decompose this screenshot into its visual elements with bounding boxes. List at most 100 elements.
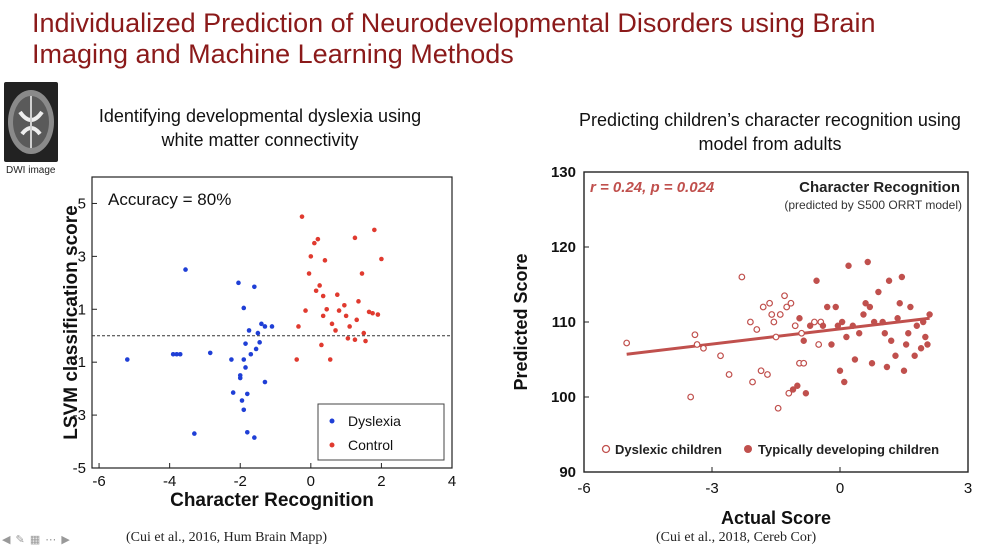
data-point-dyslexia <box>239 398 245 403</box>
x-tick-label: 0 <box>307 473 315 490</box>
data-point-typical <box>911 352 918 359</box>
data-point-dyslexia <box>174 351 180 357</box>
data-point-dyslexia <box>252 284 257 290</box>
x-tick-label: 2 <box>377 473 385 490</box>
data-point-control <box>359 271 365 276</box>
data-point-control <box>363 338 368 344</box>
data-point-control <box>333 328 338 333</box>
data-point-dyslexic <box>717 352 724 360</box>
data-point-dyslexic <box>787 299 795 307</box>
data-point-typical <box>888 337 895 344</box>
data-point-control <box>347 324 352 329</box>
y-tick-label: 1 <box>78 301 86 318</box>
y-tick-label: 110 <box>552 314 576 331</box>
data-point-dyslexic <box>811 318 818 326</box>
data-point-control <box>345 336 351 341</box>
x-axis-label: Character Recognition <box>170 490 374 511</box>
data-point-dyslexia <box>246 328 252 333</box>
legend-label-dyslexic: Dyslexic children <box>615 442 722 457</box>
data-point-control <box>352 235 358 241</box>
data-point-dyslexia <box>241 357 247 362</box>
data-point-typical <box>802 390 810 397</box>
data-point-typical <box>920 318 927 326</box>
y-tick-label: 120 <box>551 239 576 256</box>
data-point-control <box>336 308 342 313</box>
plot-frame <box>91 176 453 469</box>
data-point-typical <box>875 288 882 296</box>
y-axis-label: Predicted Score <box>511 253 531 390</box>
legend-marker <box>329 442 335 448</box>
slide-navigation: ◀ ✎ ▦ ⋯ ▶ <box>2 533 71 546</box>
data-point-dyslexia <box>244 391 250 397</box>
x-tick-label: 3 <box>964 480 972 497</box>
data-point-dyslexic <box>776 311 784 318</box>
data-point-dyslexia <box>262 324 268 329</box>
brain-icon <box>8 90 54 154</box>
data-point-typical <box>924 341 931 348</box>
arrow-left-icon[interactable]: ◀ <box>2 534 12 546</box>
y-tick-label: -3 <box>73 407 86 424</box>
data-point-control <box>375 312 381 317</box>
y-tick-label: -5 <box>73 460 86 477</box>
grid-icon[interactable]: ▦ <box>29 534 42 546</box>
data-point-typical <box>896 300 903 307</box>
stats-label: r = 0.24, p = 0.024 <box>590 179 715 196</box>
data-point-dyslexia <box>170 351 176 357</box>
data-point-dyslexic <box>798 329 805 337</box>
data-point-dyslexic <box>749 378 756 386</box>
x-tick-label: 4 <box>448 473 456 490</box>
data-point-dyslexic <box>738 273 746 281</box>
ellipsis-icon[interactable]: ⋯ <box>45 534 58 546</box>
chart-subtitle: (predicted by S500 ORRT model) <box>784 198 962 212</box>
data-point-dyslexia <box>177 351 183 357</box>
data-point-typical <box>862 300 869 307</box>
x-tick-label: -2 <box>234 473 247 490</box>
data-point-typical <box>864 258 871 266</box>
data-point-control <box>352 337 358 342</box>
data-point-typical <box>926 311 933 318</box>
data-point-dyslexic <box>753 326 761 333</box>
data-point-control <box>312 240 317 246</box>
data-point-typical <box>881 330 888 337</box>
data-point-typical <box>907 303 914 311</box>
x-tick-label: -4 <box>163 473 176 490</box>
arrow-right-icon[interactable]: ▶ <box>61 534 71 546</box>
data-point-dyslexia <box>253 346 259 352</box>
data-point-dyslexia <box>255 330 261 336</box>
data-point-typical <box>836 367 844 374</box>
data-point-dyslexic <box>747 318 754 326</box>
data-point-typical <box>806 322 814 329</box>
data-point-control <box>342 303 347 308</box>
data-point-control <box>327 357 333 362</box>
data-point-dyslexia <box>229 357 234 362</box>
y-tick-label: 90 <box>559 464 576 481</box>
data-point-dyslexia <box>259 321 264 327</box>
y-tick-label: 5 <box>78 195 86 212</box>
accuracy-annotation: Accuracy = 80% <box>108 190 231 209</box>
data-point-dyslexia <box>237 373 243 378</box>
dwi-brain-image <box>4 82 58 162</box>
data-point-control <box>379 256 384 262</box>
data-point-control <box>324 306 330 312</box>
pencil-icon[interactable]: ✎ <box>15 534 26 546</box>
data-point-dyslexic <box>691 331 699 339</box>
data-point-dyslexic <box>768 311 776 318</box>
data-point-control <box>343 313 349 319</box>
data-point-dyslexic <box>783 303 791 311</box>
data-point-dyslexia <box>269 324 275 329</box>
data-point-control <box>294 357 300 362</box>
data-point-dyslexia <box>124 357 130 362</box>
data-point-typical <box>868 360 876 367</box>
data-point-dyslexia <box>244 429 250 435</box>
right-citation: (Cui et al., 2018, Cereb Cor) <box>656 530 817 545</box>
legend-box <box>317 403 445 461</box>
data-point-typical <box>866 303 874 311</box>
data-point-control <box>361 330 367 336</box>
data-point-dyslexic <box>766 299 773 307</box>
data-point-dyslexia <box>230 390 236 395</box>
data-point-typical <box>856 330 863 337</box>
data-point-typical <box>813 277 820 284</box>
data-point-dyslexic <box>785 389 793 397</box>
data-point-control <box>329 321 335 327</box>
